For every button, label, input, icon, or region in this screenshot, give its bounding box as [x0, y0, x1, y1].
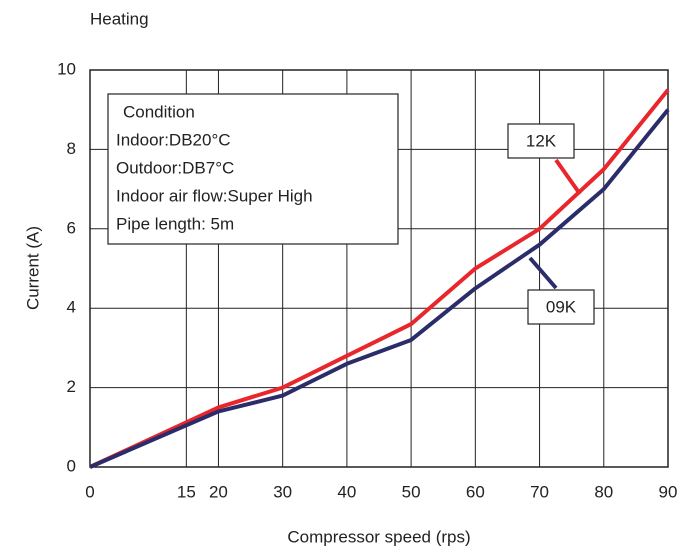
x-tick-label: 0: [85, 482, 94, 501]
y-tick-label: 2: [67, 377, 76, 396]
y-tick-label: 8: [67, 139, 76, 158]
y-tick-label: 10: [57, 59, 76, 78]
x-tick-label: 30: [273, 482, 292, 501]
x-axis-label: Compressor speed (rps): [287, 527, 470, 546]
y-axis-label: Current (A): [23, 226, 42, 310]
legend-label: 12K: [526, 131, 557, 150]
y-tick-label: 4: [67, 298, 76, 317]
x-tick-label: 70: [530, 482, 549, 501]
annotation-text: Indoor:DB20°C: [116, 130, 231, 149]
annotation-text: Condition: [123, 102, 195, 121]
series-line: [89, 88, 670, 469]
x-tick-label: 80: [594, 482, 613, 501]
y-tick-label: 0: [67, 456, 76, 475]
plot-frame: [89, 69, 669, 468]
x-tick-label: 90: [659, 482, 678, 501]
leader-line: [554, 158, 582, 196]
annotation-text: Indoor air flow:Super High: [116, 186, 313, 205]
annotation-text: Pipe length: 5m: [116, 214, 234, 233]
series-line: [89, 108, 670, 469]
leader-line: [528, 256, 558, 290]
series-label-box: [507, 123, 575, 159]
x-tick-label: 15: [177, 482, 196, 501]
x-tick-label: 60: [466, 482, 485, 501]
x-tick-label: 40: [337, 482, 356, 501]
chart-title: Heating: [90, 9, 149, 28]
legend-label: 09K: [546, 297, 577, 316]
x-tick-label: 20: [209, 482, 228, 501]
annotation-box: [107, 93, 399, 245]
y-tick-label: 6: [67, 218, 76, 237]
x-tick-label: 50: [402, 482, 421, 501]
annotation-text: Outdoor:DB7°C: [116, 158, 234, 177]
series-label-box: [527, 289, 595, 325]
